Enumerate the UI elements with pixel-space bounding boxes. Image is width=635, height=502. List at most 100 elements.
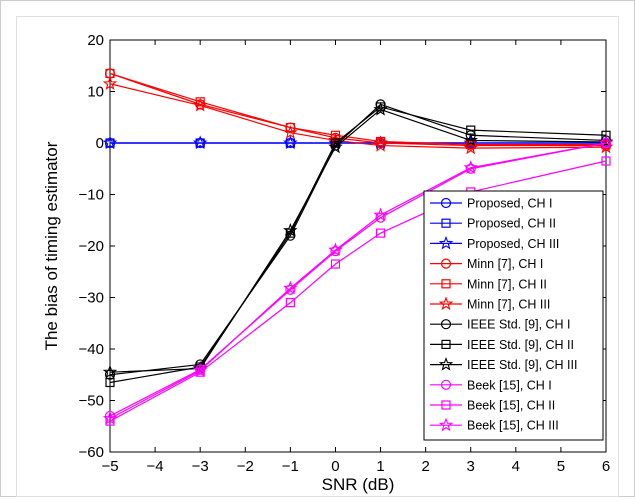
data-point-star [283,222,298,237]
x-tick-label: −1 [282,458,299,475]
data-point-circle [375,212,386,223]
legend-marker-square [441,339,451,349]
legend-item: Minn [7], CH II [430,277,547,291]
x-tick-label: −2 [237,458,254,475]
legend-item: Minn [7], CH III [430,296,550,312]
legend-label: Minn [7], CH III [467,298,550,312]
legend-marker-circle [440,258,452,269]
y-tick-label: −40 [79,341,104,358]
data-point-square [330,259,341,269]
data-point-star [192,97,208,112]
data-point-star [102,76,118,90]
legend-item: Beek [15], CH III [430,417,559,433]
legend-box [423,190,604,441]
x-axis: −5 −4 −3 −2 −1 0 1 2 3 4 5 6 [101,40,610,475]
data-point-star [598,134,614,149]
legend-item: Beek [15], CH I [430,378,552,392]
legend-item: IEEE Std. [9], CH II [430,338,574,352]
legend-label: IEEE Std. [9], CH III [467,358,577,372]
x-axis-label: SNR (dB) [322,475,395,494]
data-point-star [102,410,118,425]
legend-item: Minn [7], CH I [430,257,543,271]
data-point-star [328,139,343,154]
legend-marker-star [438,296,454,311]
data-point-star [192,135,208,150]
legend-label: Beek [15], CH II [467,399,555,413]
legend-marker-star [438,417,454,432]
legend-label: IEEE Std. [9], CH I [467,318,571,332]
y-axis: 20 10 0 −10 −20 −30 −40 −50 −60 [79,32,606,461]
x-tick-label: −3 [192,458,209,475]
data-point-square [601,156,611,166]
data-point-circle [285,284,296,295]
legend-item: IEEE Std. [9], CH III [430,357,577,372]
x-tick-label: 5 [557,458,565,475]
data-point-star [328,242,343,257]
legend-item: Proposed, CH II [430,217,556,231]
legend-label: Minn [7], CH II [467,277,547,291]
legend-item: Proposed, CH III [430,235,559,251]
legend-marker-square [441,279,451,289]
data-point-star [598,135,614,150]
y-tick-label: 10 [87,84,104,101]
legend-label: Proposed, CH I [467,197,552,211]
legend-marker-star [438,357,454,371]
legend-label: Beek [15], CH III [467,419,559,433]
data-point-star [463,132,478,147]
series-line [109,106,607,384]
legend-marker-circle [440,319,452,330]
legend-marker-square [441,218,451,228]
data-point-star [102,135,118,150]
y-tick-label: −60 [79,444,104,461]
legend-marker-circle [440,379,452,390]
legend-label: IEEE Std. [9], CH II [467,338,574,352]
x-tick-label: 3 [467,458,475,475]
y-tick-label: 20 [87,32,104,49]
x-tick-label: 4 [512,458,520,475]
data-point-star [283,280,298,295]
data-point-circle [104,369,116,380]
series-11 [102,135,614,425]
legend: Proposed, CH I Proposed, CH II Proposed, C… [423,190,604,441]
y-tick-label: −30 [79,290,104,307]
y-tick-label: −50 [79,393,104,410]
legend-marker-square [441,400,451,410]
legend-label: Proposed, CH II [467,217,556,231]
x-tick-label: 6 [602,458,610,475]
series-layer [102,68,614,426]
data-point-square [285,228,295,238]
data-point-circle [465,163,476,174]
x-tick-label: 1 [376,458,384,475]
legend-label: Proposed, CH III [467,237,559,251]
x-tick-label: 2 [421,458,429,475]
data-point-star [102,364,118,379]
data-point-circle [330,246,341,257]
data-point-square [285,298,295,308]
data-point-star [192,363,208,377]
y-axis-label: The bias of timing estimator [42,141,61,350]
data-point-star [373,207,388,222]
x-tick-label: −4 [147,458,164,475]
legend-item: Proposed, CH I [430,197,552,211]
legend-label: Minn [7], CH I [467,257,543,271]
x-tick-label: −5 [101,458,118,475]
data-point-circle [465,130,476,141]
legend-items: Proposed, CH I Proposed, CH II Proposed, C… [430,197,577,433]
y-tick-label: −20 [79,238,104,255]
legend-item: IEEE Std. [9], CH I [430,318,571,332]
data-point-star [463,160,478,174]
data-point-square [105,416,115,426]
data-point-star [283,125,298,139]
y-tick-label: 0 [96,135,104,152]
data-point-star [373,101,388,116]
y-tick-label: −10 [79,187,104,204]
legend-item: Beek [15], CH II [430,399,555,413]
data-point-square [375,228,386,238]
legend-marker-star [438,235,454,250]
legend-label: Beek [15], CH I [467,378,552,392]
data-point-star [283,135,298,150]
series-line [109,142,607,420]
x-tick-label: 0 [331,458,339,475]
